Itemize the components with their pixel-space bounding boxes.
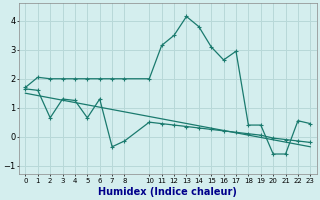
X-axis label: Humidex (Indice chaleur): Humidex (Indice chaleur) <box>99 187 237 197</box>
